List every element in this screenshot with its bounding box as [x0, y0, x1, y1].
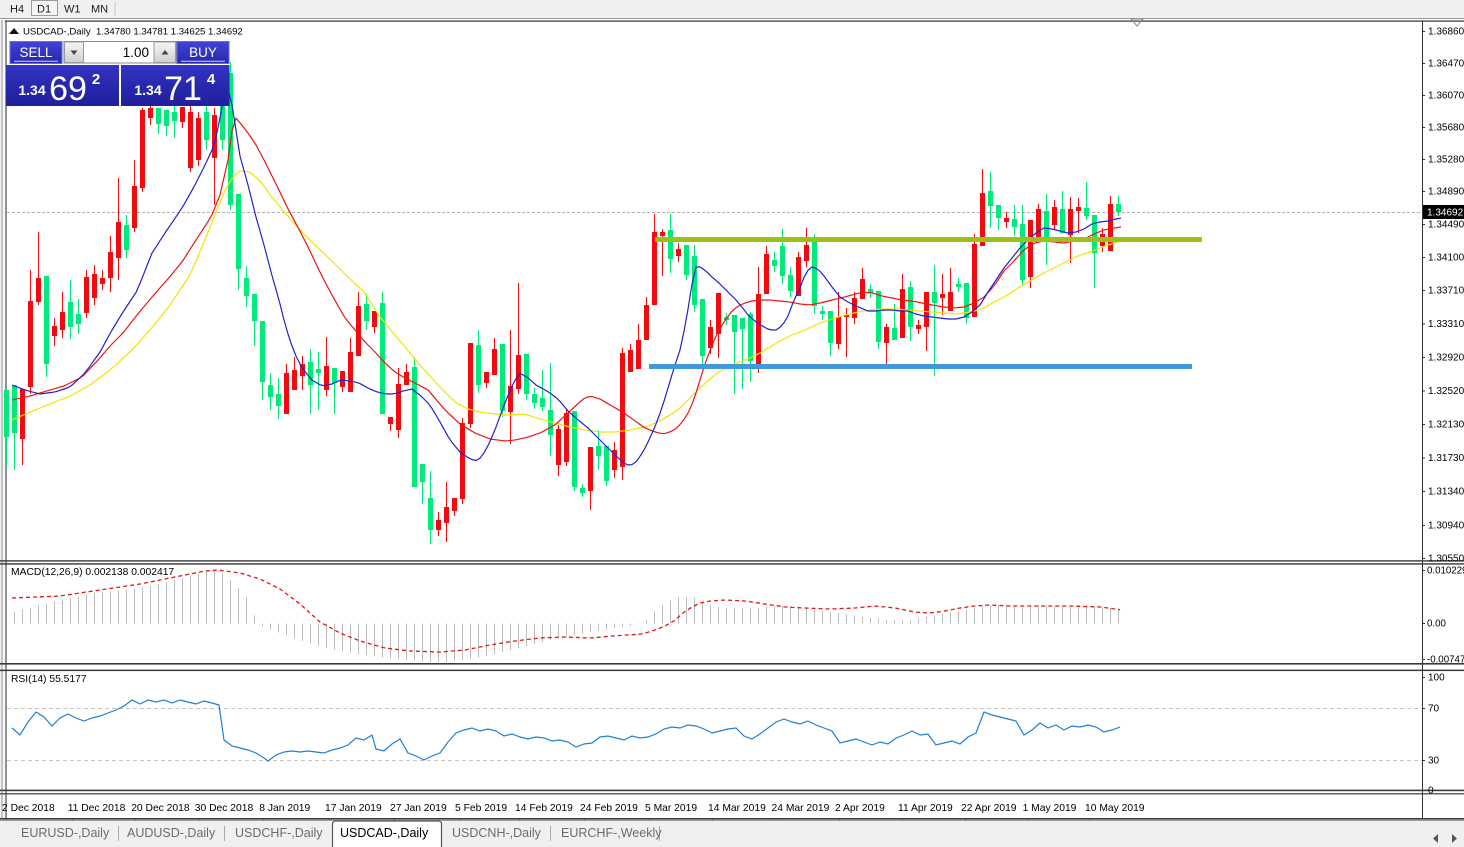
svg-text:1 May 2019: 1 May 2019 [1023, 803, 1077, 814]
svg-text:30: 30 [1428, 756, 1440, 767]
svg-text:RSI(14) 55.5177: RSI(14) 55.5177 [11, 674, 87, 685]
svg-text:0: 0 [1428, 786, 1434, 797]
svg-text:22 Apr 2019: 22 Apr 2019 [961, 803, 1017, 814]
svg-text:BUY: BUY [189, 45, 217, 60]
svg-text:69: 69 [49, 70, 87, 108]
svg-text:EURCHF-,Weekly: EURCHF-,Weekly [561, 826, 662, 840]
svg-text:1.00: 1.00 [123, 45, 149, 60]
svg-text:11 Dec 2018: 11 Dec 2018 [68, 803, 126, 814]
svg-text:14 Feb 2019: 14 Feb 2019 [515, 803, 573, 814]
svg-text:EURUSD-,Daily: EURUSD-,Daily [21, 826, 110, 840]
svg-text:1.31340: 1.31340 [1428, 487, 1464, 498]
svg-text:5 Feb 2019: 5 Feb 2019 [455, 803, 507, 814]
svg-text:W1: W1 [64, 4, 81, 16]
svg-text:71: 71 [164, 70, 202, 108]
svg-text:1.34100: 1.34100 [1428, 253, 1464, 264]
svg-text:1.32920: 1.32920 [1428, 353, 1464, 364]
svg-text:11 Apr 2019: 11 Apr 2019 [898, 803, 953, 814]
svg-text:4: 4 [207, 71, 216, 88]
svg-text:1.34: 1.34 [18, 82, 45, 98]
svg-text:1.34692: 1.34692 [1427, 208, 1464, 219]
svg-text:USDCNH-,Daily: USDCNH-,Daily [452, 826, 542, 840]
svg-text:10 May 2019: 10 May 2019 [1085, 803, 1145, 814]
svg-text:USDCHF-,Daily: USDCHF-,Daily [235, 826, 323, 840]
svg-text:1.36070: 1.36070 [1428, 91, 1464, 102]
svg-text:5 Mar 2019: 5 Mar 2019 [645, 803, 697, 814]
svg-text:USDCAD-,Daily 1.34780 1.34781: USDCAD-,Daily 1.34780 1.34781 1.34625 1.… [23, 27, 243, 38]
svg-text:24 Feb 2019: 24 Feb 2019 [580, 803, 638, 814]
svg-text:1.30550: 1.30550 [1428, 554, 1464, 565]
svg-text:14 Mar 2019: 14 Mar 2019 [708, 803, 766, 814]
svg-text:2 Dec 2018: 2 Dec 2018 [2, 803, 55, 814]
svg-text:24 Mar 2019: 24 Mar 2019 [772, 803, 830, 814]
svg-text:2: 2 [92, 71, 100, 88]
svg-text:1.32520: 1.32520 [1428, 386, 1464, 397]
svg-text:USDCAD-,Daily: USDCAD-,Daily [340, 826, 429, 840]
svg-text:1.34: 1.34 [134, 82, 161, 98]
svg-text:70: 70 [1428, 704, 1440, 715]
svg-text:2 Apr 2019: 2 Apr 2019 [835, 803, 885, 814]
svg-text:1.35280: 1.35280 [1428, 155, 1464, 166]
svg-text:1.32130: 1.32130 [1428, 420, 1464, 431]
svg-text:-0.007477: -0.007477 [1427, 655, 1464, 666]
svg-text:17 Jan 2019: 17 Jan 2019 [325, 803, 382, 814]
svg-text:SELL: SELL [19, 45, 53, 60]
svg-text:1.34890: 1.34890 [1428, 187, 1464, 198]
svg-text:AUDUSD-,Daily: AUDUSD-,Daily [127, 826, 216, 840]
svg-text:8 Jan 2019: 8 Jan 2019 [259, 803, 310, 814]
svg-text:0.00: 0.00 [1427, 619, 1446, 630]
svg-text:1.33710: 1.33710 [1428, 286, 1464, 297]
svg-text:MN: MN [91, 4, 108, 16]
svg-text:30 Dec 2018: 30 Dec 2018 [195, 803, 254, 814]
svg-text:1.34490: 1.34490 [1428, 220, 1464, 231]
svg-text:20 Dec 2018: 20 Dec 2018 [131, 803, 190, 814]
svg-text:1.36860: 1.36860 [1428, 27, 1464, 38]
svg-text:27 Jan 2019: 27 Jan 2019 [390, 803, 447, 814]
svg-text:H4: H4 [10, 4, 24, 16]
svg-text:1.36470: 1.36470 [1428, 59, 1464, 70]
svg-text:100: 100 [1428, 673, 1445, 684]
svg-text:1.33310: 1.33310 [1428, 319, 1464, 330]
svg-text:1.30940: 1.30940 [1428, 521, 1464, 532]
svg-text:1.35680: 1.35680 [1428, 123, 1464, 134]
svg-text:0.010229: 0.010229 [1427, 566, 1464, 577]
svg-text:MACD(12,26,9) 0.002138 0.00241: MACD(12,26,9) 0.002138 0.002417 [11, 567, 174, 578]
svg-text:D1: D1 [37, 4, 51, 16]
svg-text:1.31730: 1.31730 [1428, 453, 1464, 464]
